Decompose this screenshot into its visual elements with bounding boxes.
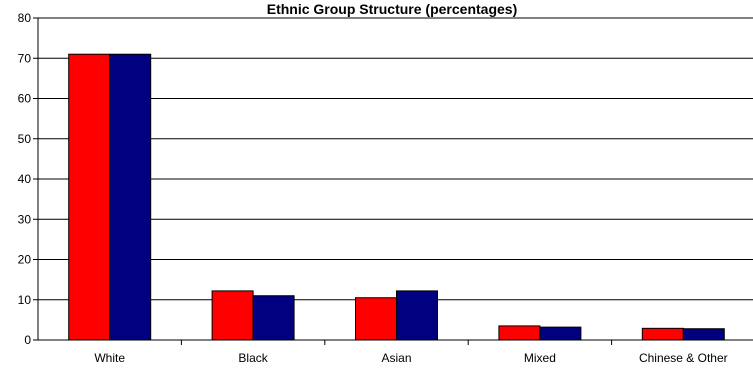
bar-asian-series-2 <box>396 290 438 341</box>
bar-black-series-2 <box>252 295 295 341</box>
gridlines <box>38 17 753 301</box>
bar-chinese-other-series-1 <box>641 327 684 341</box>
bars <box>68 53 725 341</box>
y-tick-label: 30 <box>18 212 32 226</box>
bar-mixed-series-1 <box>498 325 541 341</box>
bar-chinese-other-series-2 <box>682 328 725 341</box>
x-tick-label: Black <box>238 351 268 365</box>
y-tick-label: 70 <box>18 51 32 65</box>
bar-white-series-2 <box>109 53 152 341</box>
bar-mixed-series-2 <box>539 326 582 341</box>
y-tick-label: 10 <box>18 293 32 307</box>
bar-black-series-1 <box>211 290 254 341</box>
x-tick-label: White <box>94 351 125 365</box>
chart-title: Ethnic Group Structure (percentages) <box>267 1 517 17</box>
y-tick-label: 60 <box>18 92 32 106</box>
x-tick-label: Asian <box>381 351 411 365</box>
x-tick-label: Chinese & Other <box>639 351 728 365</box>
y-tick-label: 0 <box>24 333 31 347</box>
x-axis-ticks: White Black Asian Mixed Chinese & Other <box>94 340 728 365</box>
y-tick-label: 80 <box>18 11 32 25</box>
y-tick-label: 40 <box>18 172 32 186</box>
x-tick-label: Mixed <box>524 351 556 365</box>
bar-asian-series-1 <box>355 297 397 341</box>
y-tick-label: 20 <box>18 253 32 267</box>
y-axis-ticks: 0 10 20 30 40 50 60 70 80 <box>18 11 38 347</box>
bar-white-series-1 <box>68 53 111 341</box>
y-tick-label: 50 <box>18 132 32 146</box>
